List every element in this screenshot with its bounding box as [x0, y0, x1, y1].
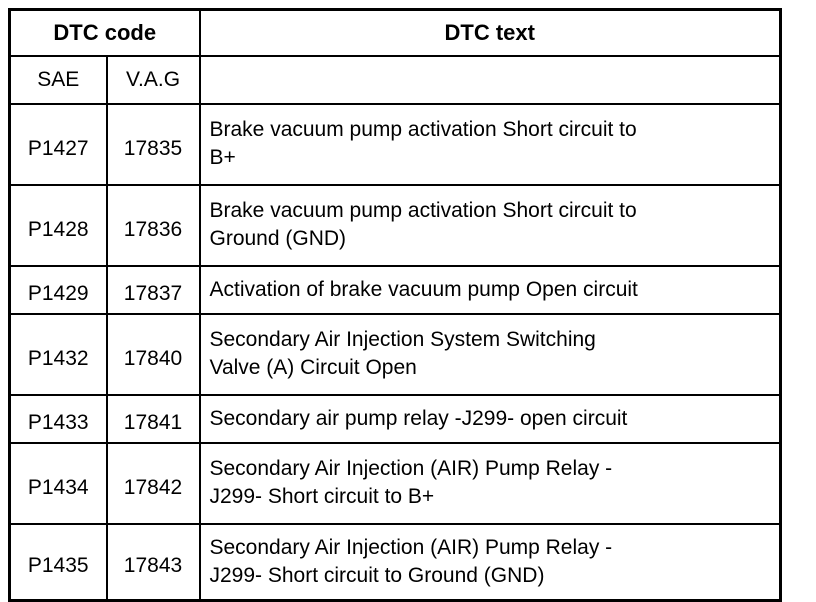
- table-row: P1428 17836 Brake vacuum pump activation…: [8, 183, 782, 267]
- dtc-text-cell: Brake vacuum pump activation Short circu…: [198, 102, 782, 186]
- dtc-text-cell: Activation of brake vacuum pump Open cir…: [198, 264, 782, 315]
- sae-code-cell: P1435: [8, 522, 108, 601]
- sae-code-cell: P1428: [8, 183, 108, 267]
- vag-code-cell: 17840: [105, 312, 201, 396]
- sae-code-cell: P1432: [8, 312, 108, 396]
- vag-code-cell: 17841: [105, 393, 201, 444]
- dtc-text-cell: Brake vacuum pump activation Short circu…: [198, 183, 782, 267]
- vag-header: V.A.G: [105, 54, 201, 105]
- dtc-code-header: DTC code: [8, 8, 201, 57]
- sae-code-cell: P1427: [8, 102, 108, 186]
- vag-code-cell: 17843: [105, 522, 201, 601]
- table-row: P1432 17840 Secondary Air Injection Syst…: [8, 312, 782, 396]
- table-row: P1433 17841 Secondary air pump relay -J2…: [8, 393, 782, 444]
- vag-code-cell: 17837: [105, 264, 201, 315]
- empty-header-cell: [198, 54, 782, 105]
- table-row: P1435 17843 Secondary Air Injection (AIR…: [8, 522, 782, 601]
- sae-code-cell: P1429: [8, 264, 108, 315]
- table-row: P1427 17835 Brake vacuum pump activation…: [8, 102, 782, 186]
- dtc-text-cell: Secondary Air Injection System Switching…: [198, 312, 782, 396]
- sae-header: SAE: [8, 54, 108, 105]
- table-row: P1434 17842 Secondary Air Injection (AIR…: [8, 441, 782, 525]
- table-subheader-row: SAE V.A.G: [8, 54, 782, 105]
- sae-code-cell: P1434: [8, 441, 108, 525]
- dtc-text-cell: Secondary air pump relay -J299- open cir…: [198, 393, 782, 444]
- table-row: P1429 17837 Activation of brake vacuum p…: [8, 264, 782, 315]
- dtc-text-header: DTC text: [198, 8, 782, 57]
- vag-code-cell: 17842: [105, 441, 201, 525]
- vag-code-cell: 17835: [105, 102, 201, 186]
- dtc-text-cell: Secondary Air Injection (AIR) Pump Relay…: [198, 522, 782, 601]
- dtc-text-cell: Secondary Air Injection (AIR) Pump Relay…: [198, 441, 782, 525]
- dtc-table: DTC code DTC text SAE V.A.G P1427 17835 …: [8, 8, 782, 602]
- vag-code-cell: 17836: [105, 183, 201, 267]
- sae-code-cell: P1433: [8, 393, 108, 444]
- table-header-row: DTC code DTC text: [8, 8, 782, 57]
